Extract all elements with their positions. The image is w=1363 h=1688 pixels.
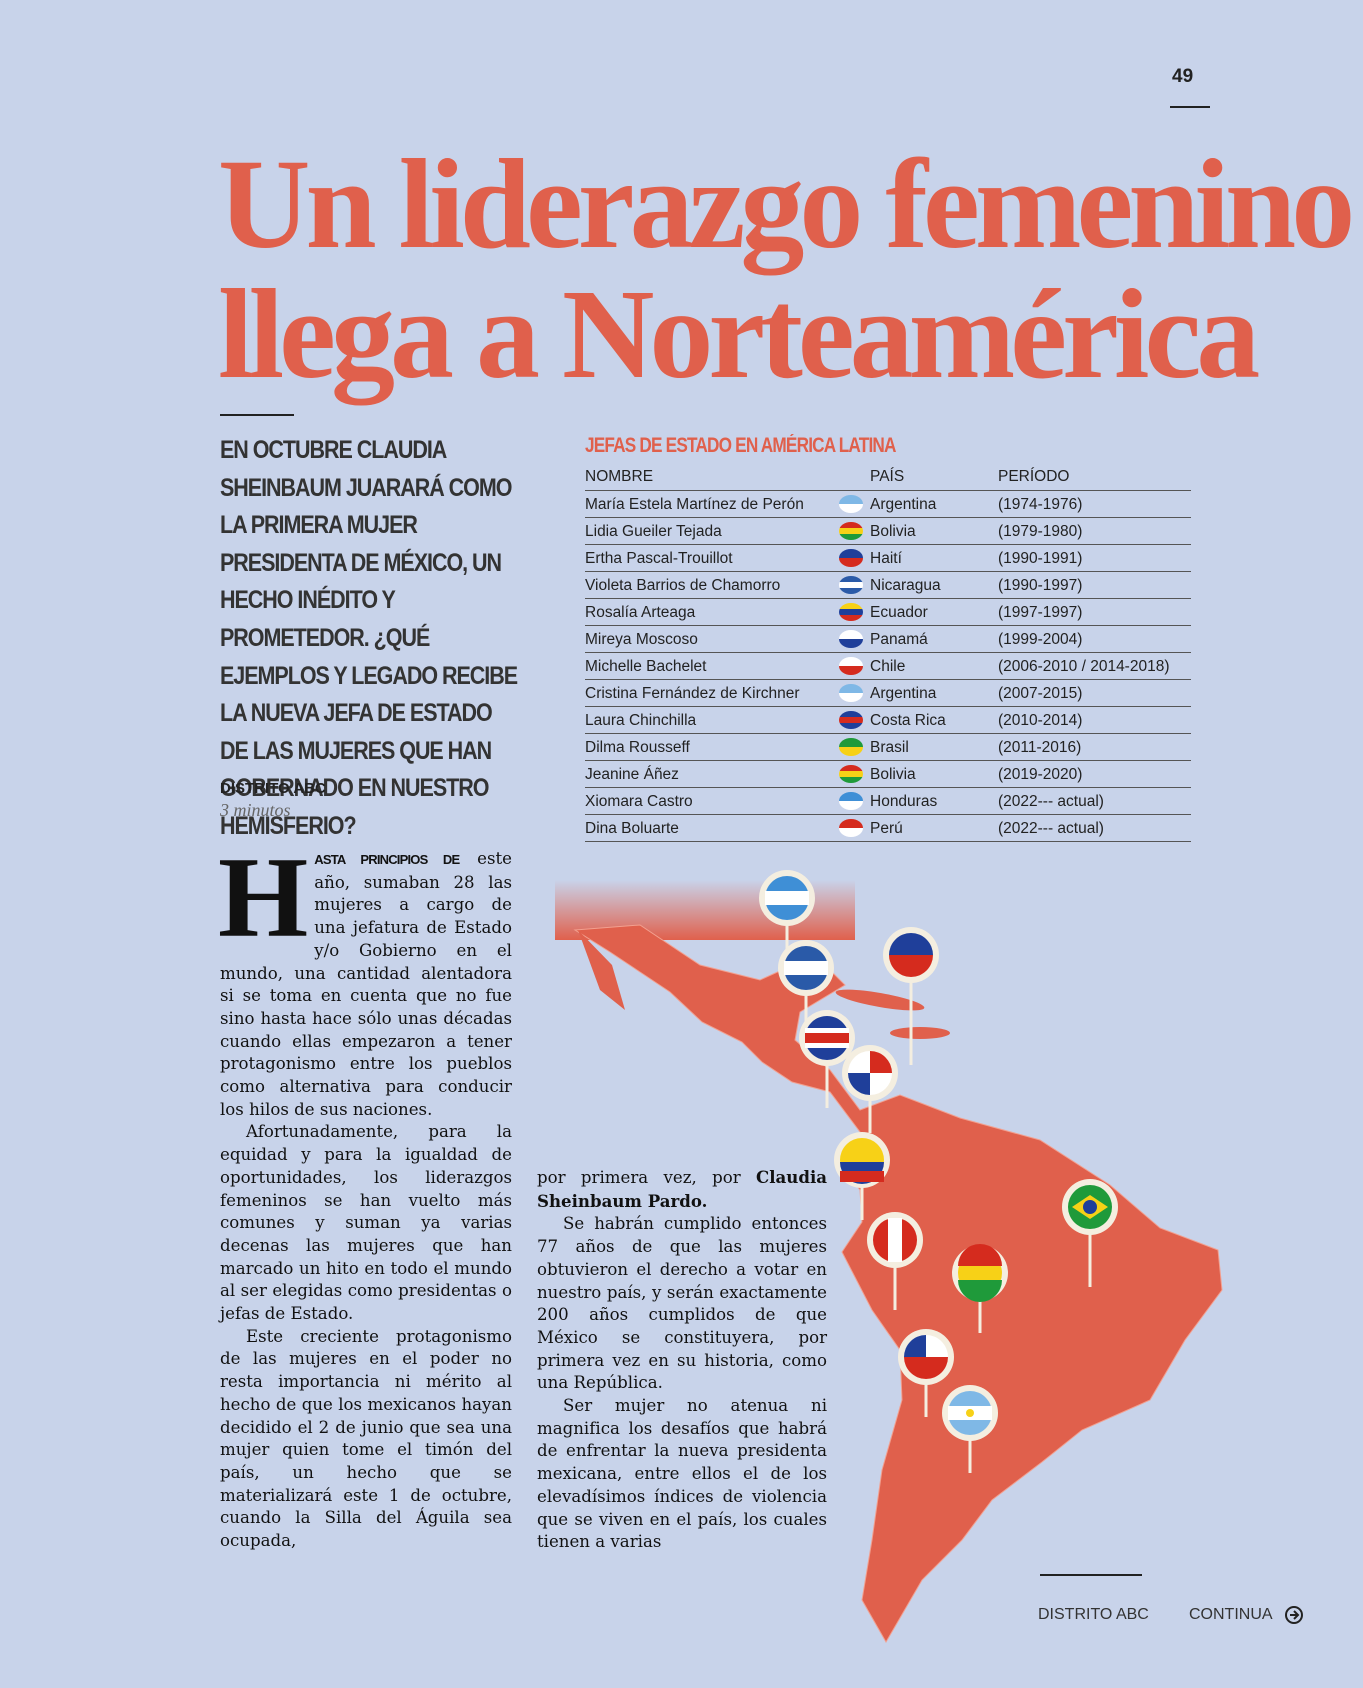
cell: Nicaragua	[870, 577, 941, 594]
cell: Mireya Moscoso	[585, 631, 698, 648]
cell: Ertha Pascal-Trouillot	[585, 550, 733, 567]
paragraph: H ASTA PRINCIPIOS DE este año, sumaban 28…	[218, 834, 512, 1121]
flag	[839, 738, 863, 756]
table-header: NOMBRE PAÍS PERÍODO	[585, 462, 1191, 491]
cell: (1990-1997)	[998, 577, 1083, 594]
text: este año, sumaban 28 las mujeres a cargo…	[220, 849, 512, 1119]
flag	[839, 630, 863, 648]
table-row: Ertha Pascal-Trouillot Haití (1990-1991)	[585, 545, 1191, 572]
flag	[839, 792, 863, 810]
table-row: Rosalía Arteaga Ecuador (1997-1997)	[585, 599, 1191, 626]
cell: Haití	[870, 550, 902, 567]
rule	[1040, 1574, 1142, 1576]
flag	[839, 711, 863, 729]
cell: Rosalía Arteaga	[585, 604, 696, 621]
cell: Jeanine Áñez	[585, 766, 679, 783]
cell: Bolivia	[870, 766, 916, 783]
cell: Xiomara Castro	[585, 793, 693, 810]
cell: (2006-2010 / 2014-2018)	[998, 658, 1170, 675]
rule	[1170, 106, 1210, 108]
table-row: Dina Boluarte Perú (2022--- actual)	[585, 815, 1191, 842]
cell: Dilma Rousseff	[585, 739, 690, 756]
headline: Un liderazgo femenino	[218, 133, 1355, 275]
flag	[839, 549, 863, 567]
rule	[220, 414, 294, 416]
drop-cap: H	[218, 834, 309, 962]
page-number: 49	[1172, 66, 1194, 87]
cell: Argentina	[870, 685, 937, 702]
cell: Perú	[870, 820, 903, 837]
cell: Bolivia	[870, 523, 916, 540]
lead: EN OCTUBRE CLAUDIA SHEINBAUM JUARARÁ COM…	[220, 436, 518, 840]
paragraph: por primera vez, por Claudia Sheinbaum P…	[537, 1166, 827, 1213]
cell: Costa Rica	[870, 712, 946, 729]
table-title: JEFAS DE ESTADO EN AMÉRICA LATINA	[585, 434, 896, 457]
flag	[839, 495, 863, 513]
cell: (1990-1991)	[998, 550, 1083, 567]
text: por primera vez, por	[537, 1168, 741, 1187]
headline: llega a Norteamérica	[218, 263, 1260, 405]
cell: Cristina Fernández de Kirchner	[585, 685, 800, 702]
cell: (1974-1976)	[998, 496, 1083, 513]
cell: Panamá	[870, 631, 928, 648]
read-time: 3 minutos	[220, 800, 291, 820]
flag	[839, 522, 863, 540]
table-row: Cristina Fernández de Kirchner Argentina (…	[585, 680, 1191, 707]
flag	[839, 819, 863, 837]
arrow-icon[interactable]	[1284, 1605, 1304, 1625]
cell: (1979-1980)	[998, 523, 1083, 540]
table-row: Jeanine Áñez Bolivia (2019-2020)	[585, 761, 1191, 788]
cell: (2010-2014)	[998, 712, 1083, 729]
cell: Dina Boluarte	[585, 820, 679, 837]
table-row: Laura Chinchilla Costa Rica (2010-2014)	[585, 707, 1191, 734]
cell: Michelle Bachelet	[585, 658, 707, 675]
cell: Violeta Barrios de Chamorro	[585, 577, 781, 594]
table-row: Mireya Moscoso Panamá (1999-2004)	[585, 626, 1191, 653]
cell: Argentina	[870, 496, 937, 513]
cell: Ecuador	[870, 604, 928, 621]
table-row: Michelle Bachelet Chile (2006-2010 / 2014-…	[585, 653, 1191, 680]
lead-in: ASTA PRINCIPIOS DE	[314, 852, 460, 867]
byline-source: DISTRITO ABC	[220, 780, 326, 797]
cell: (1997-1997)	[998, 604, 1083, 621]
table-row: Dilma Rousseff Brasil (2011-2016)	[585, 734, 1191, 761]
flag	[839, 603, 863, 621]
header-cell: NOMBRE	[585, 468, 654, 485]
header-cell: PAÍS	[870, 468, 905, 485]
cell: Laura Chinchilla	[585, 712, 697, 729]
footer-source: DISTRITO ABC	[1038, 1606, 1149, 1623]
table-row: Lidia Gueiler Tejada Bolivia (1979-1980)	[585, 518, 1191, 545]
flag	[839, 657, 863, 675]
cell: (2019-2020)	[998, 766, 1083, 783]
cell: María Estela Martínez de Perón	[585, 496, 804, 513]
flag	[839, 576, 863, 594]
table-row: María Estela Martínez de Perón Argentina (…	[585, 491, 1191, 518]
paragraph: Ser mujer no atenua ni magnifica los des…	[537, 1396, 827, 1552]
paragraph: Este creciente protagonismo de las mujer…	[220, 1326, 512, 1551]
header-cell: PERÍODO	[998, 468, 1070, 485]
cell: (2007-2015)	[998, 685, 1083, 702]
cell: Brasil	[870, 739, 909, 756]
paragraph: Afortunadamente, para la equidad y para …	[220, 1122, 512, 1324]
body-column: por primera vez, por Claudia Sheinbaum P…	[537, 1166, 827, 1554]
body-column: H ASTA PRINCIPIOS DE este año, sumaban 28…	[218, 834, 512, 1553]
paragraph: Se habrán cumplido entonces 77 años de q…	[537, 1214, 827, 1393]
continue-link[interactable]: CONTINUA	[1189, 1606, 1273, 1623]
table-row: Violeta Barrios de Chamorro Nicaragua (199…	[585, 572, 1191, 599]
cell: (2022--- actual)	[998, 820, 1104, 837]
table-row: Xiomara Castro Honduras (2022--- actual)	[585, 788, 1191, 815]
flag	[839, 684, 863, 702]
flag	[839, 765, 863, 783]
cell: (2011-2016)	[998, 739, 1082, 756]
cell: (2022--- actual)	[998, 793, 1104, 810]
cell: Lidia Gueiler Tejada	[585, 523, 722, 540]
cell: Chile	[870, 658, 906, 675]
cell: (1999-2004)	[998, 631, 1083, 648]
cell: Honduras	[870, 793, 938, 810]
